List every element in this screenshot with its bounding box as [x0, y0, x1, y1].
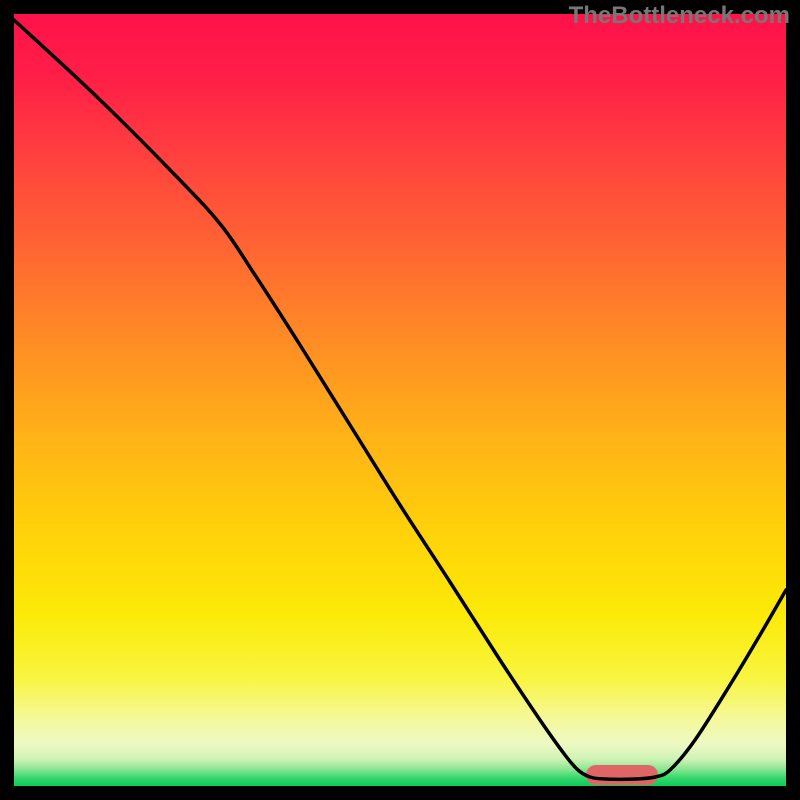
watermark-text: TheBottleneck.com: [569, 2, 790, 30]
chart-canvas: TheBottleneck.com: [0, 0, 800, 800]
bottleneck-chart: [0, 0, 800, 800]
optimal-marker: [586, 765, 658, 785]
